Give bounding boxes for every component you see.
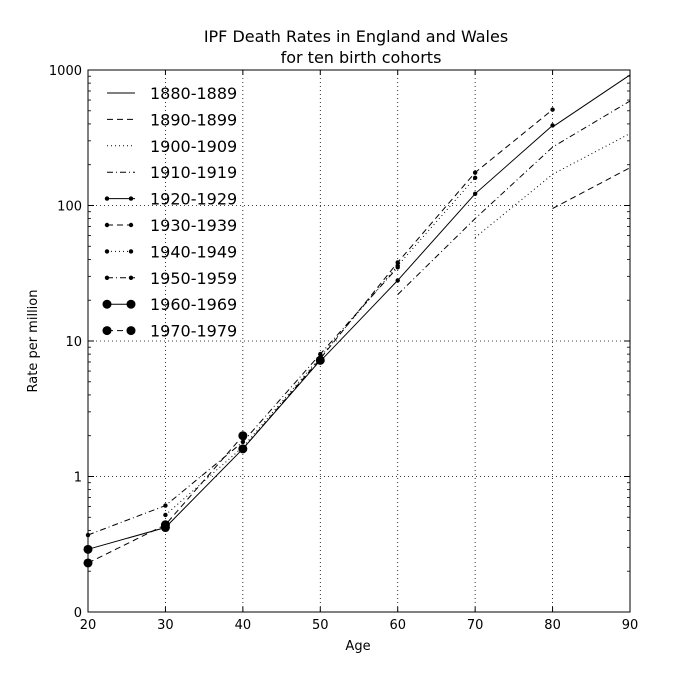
legend-marker [104, 196, 110, 201]
data-point [472, 191, 478, 196]
data-point [318, 351, 323, 357]
data-point [395, 278, 400, 283]
data-point [240, 439, 246, 445]
legend-entry-1920-1929: 1920-1929 [104, 190, 237, 209]
series-line-1910-1919 [397, 100, 631, 295]
legend-marker [104, 249, 110, 254]
x-tick-label: 50 [312, 618, 329, 633]
plot-frame [87, 69, 631, 613]
y-tick-label: 1 [74, 471, 82, 486]
y-tick-label: 0 [74, 606, 82, 621]
series-1900-1909 [474, 133, 631, 238]
data-point [163, 512, 168, 518]
y-tick-label: 100 [57, 200, 82, 215]
legend-marker [104, 222, 110, 228]
series-1890-1899 [552, 167, 631, 209]
legend-entry-1890-1899: 1890-1899 [107, 110, 237, 129]
x-tick-label: 70 [467, 618, 484, 633]
y-tick-label: 1000 [49, 64, 82, 79]
legend-entry-1880-1889: 1880-1889 [107, 84, 237, 103]
series-1950-1959 [85, 265, 400, 538]
legend-label: 1960-1969 [150, 295, 237, 314]
y-tick-label: 10 [65, 335, 82, 350]
legend-entry-1910-1919: 1910-1919 [107, 163, 237, 182]
legend-label: 1940-1949 [150, 242, 237, 261]
series-line-1920-1929 [319, 125, 553, 362]
legend-label: 1880-1889 [150, 84, 237, 103]
x-tick-label: 90 [622, 618, 639, 633]
data-point [163, 503, 168, 508]
series-1910-1919 [397, 100, 631, 295]
legend-marker [102, 326, 112, 336]
series-line-1960-1969 [87, 359, 321, 550]
x-tick-label: 80 [544, 618, 561, 633]
data-point [395, 260, 400, 265]
data-point [160, 520, 170, 530]
data-point [395, 265, 400, 270]
series-line-1970-1979 [87, 435, 244, 564]
data-point [550, 123, 555, 128]
legend-entry-1950-1959: 1950-1959 [104, 269, 237, 288]
legend-label: 1900-1909 [150, 137, 237, 156]
data-point [315, 355, 325, 365]
legend-marker [126, 326, 136, 336]
data-point [550, 107, 555, 112]
legend-entry-1960-1969: 1960-1969 [102, 295, 237, 314]
legend-marker [128, 196, 134, 201]
x-tick-label: 60 [389, 618, 406, 633]
legend-entry-1940-1949: 1940-1949 [104, 242, 237, 261]
legend-label: 1920-1929 [150, 190, 237, 209]
series-line-1880-1889 [552, 74, 631, 128]
legend-entry-1900-1909: 1900-1909 [107, 137, 237, 156]
legend-label: 1950-1959 [150, 269, 237, 288]
series-line-1900-1909 [474, 133, 631, 238]
legend-marker [128, 249, 134, 254]
data-point [472, 170, 478, 175]
x-axis-label: Age [345, 639, 370, 654]
chart-title-line-2: for ten birth cohorts [281, 48, 442, 67]
legend-label: 1890-1899 [150, 110, 237, 129]
legend-marker [102, 299, 112, 309]
legend-label: 1910-1919 [150, 163, 237, 182]
tick-group: 20 30 40 50 60 70 80 90 0 1 10 100 1000 [49, 64, 638, 633]
legend-marker [126, 299, 136, 309]
series-group [83, 74, 631, 568]
legend-marker [128, 222, 134, 228]
series-1880-1889 [552, 74, 631, 128]
data-point [238, 431, 248, 441]
legend-entry-1930-1939: 1930-1939 [104, 216, 237, 235]
legend-label: 1970-1979 [150, 322, 237, 341]
data-point [472, 175, 478, 181]
x-tick-label: 40 [235, 618, 252, 633]
legend-label: 1930-1939 [150, 216, 237, 235]
x-tick-label: 30 [157, 618, 174, 633]
legend-marker [128, 275, 134, 280]
chart-title-line-1: IPF Death Rates in England and Wales [204, 27, 508, 46]
data-point [238, 444, 248, 454]
series-1970-1979 [83, 431, 248, 568]
x-tick-label: 20 [80, 618, 97, 633]
legend: 1880-1889 1890-1899 1900-1909 1910-1919 1920… [102, 84, 237, 341]
series-line-1890-1899 [552, 167, 631, 209]
legend-marker [104, 275, 110, 280]
y-axis-label: Rate per million [26, 290, 41, 393]
legend-entry-1970-1979: 1970-1979 [102, 322, 237, 341]
series-line-1940-1949 [165, 177, 476, 516]
